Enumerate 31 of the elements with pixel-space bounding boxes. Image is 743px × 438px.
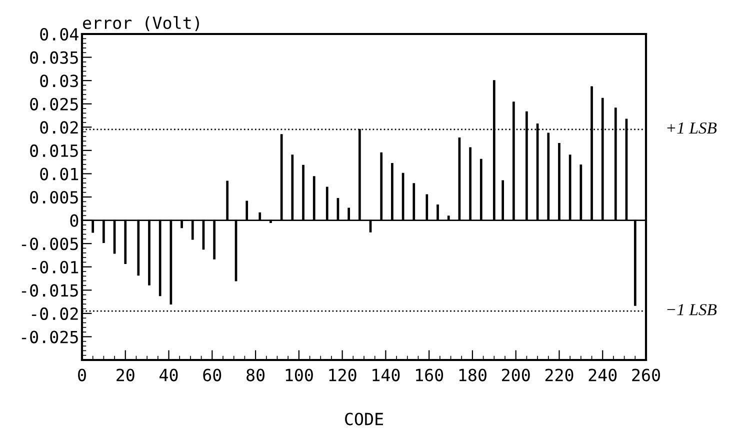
x-tick-label: 180 bbox=[459, 368, 486, 382]
x-tick-label: 100 bbox=[286, 368, 313, 382]
x-tick-label: 20 bbox=[116, 368, 134, 382]
y-axis-title: error (Volt) bbox=[83, 16, 199, 32]
x-tick-label: 260 bbox=[632, 368, 660, 382]
x-tick-label: 60 bbox=[203, 368, 222, 382]
y-tick-label: -0.02 bbox=[32, 307, 78, 320]
x-tick-label: 80 bbox=[246, 368, 264, 382]
x-tick-label: 40 bbox=[160, 368, 178, 382]
x-tick-label: 140 bbox=[372, 368, 400, 382]
y-tick-label: -0.005 bbox=[22, 238, 78, 250]
x-tick-label: 160 bbox=[416, 368, 444, 382]
y-tick-label: 0.035 bbox=[30, 51, 78, 64]
y-tick-label: 0.01 bbox=[40, 168, 78, 180]
y-tick-label: -0.015 bbox=[22, 284, 78, 297]
y-tick-label: -0.025 bbox=[22, 330, 78, 344]
y-tick-label: 0.03 bbox=[40, 74, 78, 88]
ref-line-label: −1 LSB bbox=[667, 304, 717, 316]
x-axis-title: CODE bbox=[345, 412, 384, 426]
y-tick-label: 0.02 bbox=[40, 121, 78, 134]
y-tick-label: -0.01 bbox=[32, 260, 78, 274]
y-tick-label: 0 bbox=[70, 214, 78, 227]
x-tick-label: 220 bbox=[545, 368, 574, 382]
y-tick-label: 0.015 bbox=[30, 144, 78, 158]
x-tick-label: 200 bbox=[502, 368, 530, 382]
ref-line-label: +1 LSB bbox=[667, 122, 717, 134]
x-tick-label: 240 bbox=[588, 368, 617, 382]
x-tick-label: 120 bbox=[329, 368, 356, 382]
y-tick-label: 0.025 bbox=[30, 98, 78, 110]
y-tick-label: 0.005 bbox=[30, 191, 78, 204]
y-tick-label: 0.04 bbox=[40, 28, 78, 41]
